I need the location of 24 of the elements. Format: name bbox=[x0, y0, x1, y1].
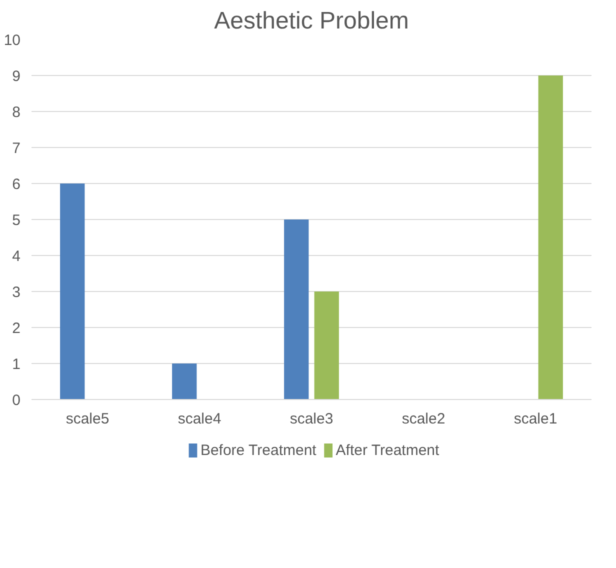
y-tick-label: 1 bbox=[12, 356, 20, 373]
legend-label: Before Treatment bbox=[200, 442, 318, 459]
y-tick-label: 4 bbox=[12, 248, 20, 265]
y-tick-label: 6 bbox=[12, 176, 20, 193]
x-tick-label: scale3 bbox=[290, 410, 334, 428]
y-tick-label: 2 bbox=[12, 320, 20, 337]
y-tick-label: 8 bbox=[12, 104, 20, 121]
y-tick-label: 7 bbox=[12, 140, 20, 157]
y-tick-label: 0 bbox=[12, 392, 20, 409]
bar bbox=[172, 364, 197, 400]
legend-label: After Treatment bbox=[336, 442, 440, 459]
chart-title: Aesthetic Problem bbox=[214, 8, 409, 34]
y-tick-label: 3 bbox=[12, 284, 20, 301]
y-tick-label: 5 bbox=[12, 212, 20, 229]
bar bbox=[60, 184, 85, 400]
bar bbox=[284, 220, 309, 400]
x-tick-label: scale5 bbox=[66, 410, 110, 428]
y-tick-label: 10 bbox=[4, 32, 21, 49]
bar bbox=[538, 76, 563, 400]
x-tick-label: scale2 bbox=[402, 410, 446, 428]
bar bbox=[314, 292, 339, 400]
x-tick-label: scale4 bbox=[178, 410, 222, 428]
x-tick-label: scale1 bbox=[514, 410, 558, 428]
y-tick-label: 9 bbox=[12, 68, 20, 85]
